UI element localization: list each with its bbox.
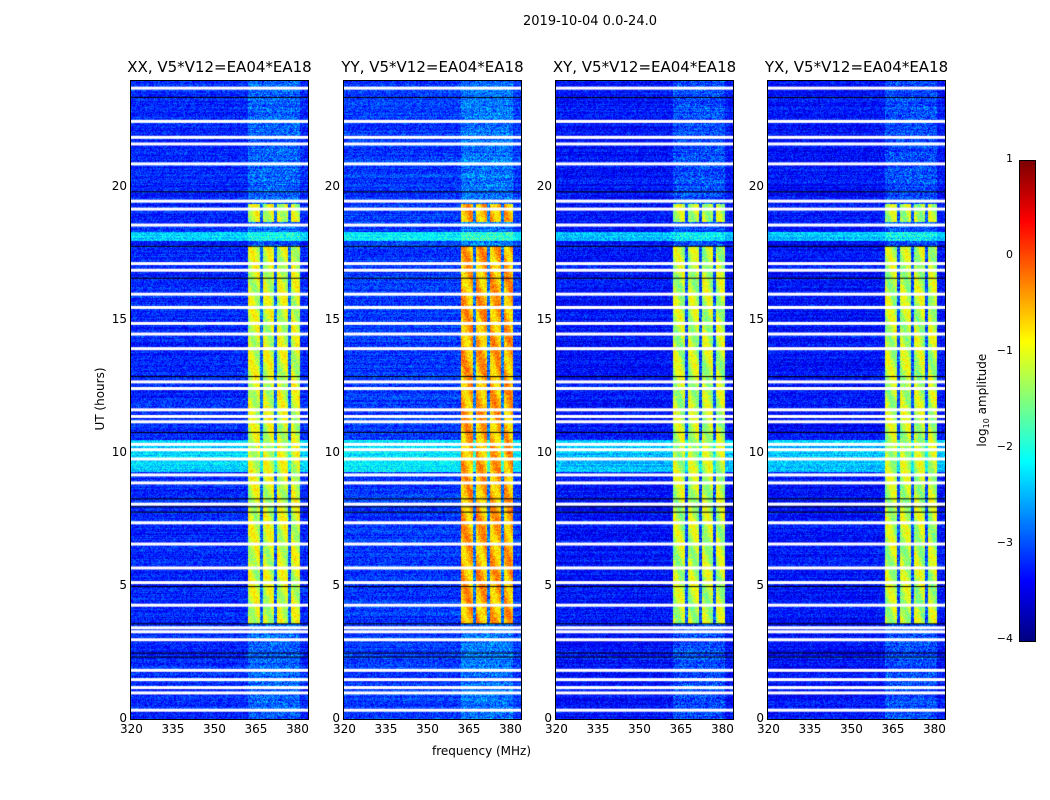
x-tick-label: 350 xyxy=(415,722,439,736)
colorbar-tick-label: −1 xyxy=(996,344,1013,357)
y-tick-label: 0 xyxy=(756,711,764,725)
figure-title: 2019-10-04 0.0-24.0 xyxy=(523,14,657,29)
y-axis-label: UT (hours) xyxy=(93,367,107,431)
x-tick-label: 365 xyxy=(457,722,481,736)
colorbar-tick-label: −2 xyxy=(996,440,1013,453)
panel-title: YX, V5*V12=EA04*EA18 xyxy=(764,58,949,76)
y-tick-label: 20 xyxy=(748,179,764,194)
x-tick-label: 350 xyxy=(839,722,863,736)
x-tick-label: 380 xyxy=(710,722,734,736)
x-axis-label: frequency (MHz) xyxy=(432,744,532,758)
x-tick-label: 350 xyxy=(627,722,651,736)
panel-xy: XY, V5*V12=EA04*EA18 xyxy=(553,58,736,720)
y-tick-label: 5 xyxy=(119,578,127,593)
spectrogram-heatmap xyxy=(556,81,733,719)
panel-xx: XX, V5*V12=EA04*EA18 xyxy=(127,58,312,720)
x-tick-label: 320 xyxy=(545,722,568,736)
y-tick-label: 5 xyxy=(332,578,340,593)
y-tick-label: 15 xyxy=(324,312,340,327)
y-tick-label: 10 xyxy=(536,445,552,460)
x-tick-label: 335 xyxy=(161,722,185,736)
spectrogram-heatmap xyxy=(768,81,945,719)
y-tick-label: 5 xyxy=(544,578,552,593)
y-tick-label: 20 xyxy=(324,179,340,194)
y-tick-label: 15 xyxy=(111,312,127,327)
x-tick-label: 320 xyxy=(333,722,356,736)
x-tick-label: 380 xyxy=(498,722,522,736)
y-tick-label: 5 xyxy=(756,578,764,593)
spectrogram-heatmap xyxy=(131,81,308,719)
panel-title: YY, V5*V12=EA04*EA18 xyxy=(341,58,524,76)
y-tick-label: 0 xyxy=(119,711,127,725)
colorbar-tick-label: 1 xyxy=(1006,152,1013,165)
y-tick-label: 20 xyxy=(111,179,127,194)
colorbar xyxy=(1019,160,1036,642)
y-tick-label: 20 xyxy=(536,179,552,194)
x-tick-label: 335 xyxy=(798,722,822,736)
colorbar-tick-label: 0 xyxy=(1006,248,1013,261)
colorbar-label: log10 amplitude xyxy=(974,353,992,447)
panel-yx: YX, V5*V12=EA04*EA18 xyxy=(765,58,948,720)
colorbar-tick-label: −4 xyxy=(996,632,1013,645)
x-tick-label: 320 xyxy=(757,722,780,736)
x-tick-label: 380 xyxy=(285,722,309,736)
y-tick-label: 15 xyxy=(536,312,552,327)
panel-title: XX, V5*V12=EA04*EA18 xyxy=(127,58,312,76)
y-tick-label: 10 xyxy=(324,445,340,460)
x-tick-label: 320 xyxy=(120,722,143,736)
y-tick-label: 10 xyxy=(111,445,127,460)
y-tick-label: 0 xyxy=(332,711,340,725)
panel-title: XY, V5*V12=EA04*EA18 xyxy=(552,58,737,76)
y-tick-label: 0 xyxy=(544,711,552,725)
x-tick-label: 335 xyxy=(374,722,398,736)
x-tick-label: 335 xyxy=(586,722,610,736)
colorbar-tick-label: −3 xyxy=(996,536,1013,549)
y-tick-label: 15 xyxy=(748,312,764,327)
y-tick-label: 10 xyxy=(748,445,764,460)
spectrogram-heatmap xyxy=(344,81,521,719)
x-tick-label: 365 xyxy=(881,722,905,736)
x-tick-label: 380 xyxy=(922,722,946,736)
x-tick-label: 365 xyxy=(244,722,268,736)
x-tick-label: 350 xyxy=(202,722,226,736)
panel-yy: YY, V5*V12=EA04*EA18 xyxy=(341,58,524,720)
x-tick-label: 365 xyxy=(669,722,693,736)
